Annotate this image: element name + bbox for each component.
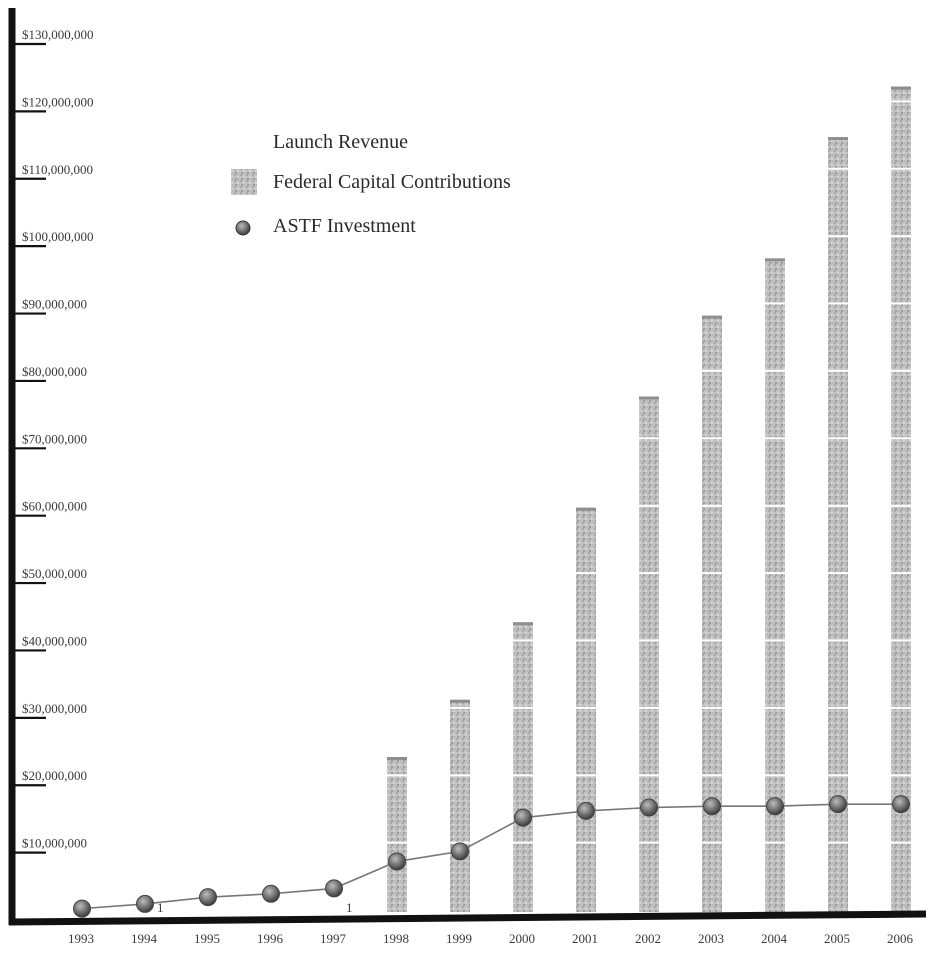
investment-marker-1999	[451, 842, 469, 861]
bar-federal-1998	[387, 757, 407, 912]
x-axis-line	[8, 910, 927, 926]
investment-markers-group	[73, 795, 910, 918]
legend-swatch-astf	[235, 220, 251, 236]
y-tick-label: $50,000,000	[22, 566, 87, 581]
investment-marker-1996	[262, 884, 280, 903]
y-tick-label: $130,000,000	[22, 27, 94, 42]
bar-top-cap	[828, 137, 848, 141]
investment-line-group	[81, 803, 901, 910]
x-tick-label-1999: 1999	[446, 931, 472, 946]
x-tick-label-2000: 2000	[509, 931, 535, 946]
x-tick-label-1994: 1994	[131, 931, 158, 946]
investment-marker-1994	[136, 894, 154, 913]
bar-top-cap	[765, 258, 785, 262]
x-tick-label-1998: 1998	[383, 931, 409, 946]
bar-top-cap	[513, 622, 533, 626]
y-tick-label: $110,000,000	[22, 162, 93, 177]
x-tick-label-2005: 2005	[824, 931, 850, 946]
y-axis-ticks: $10,000,000 $20,000,000 $30,000,000 $40,000…	[12, 27, 94, 854]
y-tick-label: $20,000,000	[22, 768, 87, 783]
investment-marker-2003	[703, 797, 721, 816]
bar-top-cap	[891, 86, 911, 90]
bar-top-cap	[639, 396, 659, 400]
x-tick-label-2004: 2004	[761, 931, 788, 946]
small-label-1994: 1	[157, 900, 164, 915]
legend-title: Launch Revenue	[273, 131, 408, 153]
legend-label-astf: ASTF Investment	[273, 215, 416, 237]
y-tick-label: $30,000,000	[22, 701, 87, 716]
bar-federal-2000	[513, 622, 533, 912]
bar-top-cap	[450, 699, 470, 703]
bar-top-cap	[387, 757, 407, 761]
bar-federal-2003	[702, 315, 722, 913]
bar-federal-1999	[450, 699, 470, 912]
legend-swatch-federal	[231, 169, 257, 195]
bar-federal-2006	[891, 86, 911, 913]
investment-marker-1998	[388, 852, 406, 871]
x-tick-label-1995: 1995	[194, 931, 220, 946]
investment-marker-1993	[73, 899, 91, 918]
y-tick-label: $70,000,000	[22, 431, 87, 446]
bar-federal-2005	[828, 137, 848, 913]
y-tick-label: $10,000,000	[22, 836, 87, 851]
investment-marker-2002	[640, 798, 658, 817]
investment-marker-2000	[514, 808, 532, 827]
investment-marker-2006	[892, 795, 910, 814]
bar-federal-2002	[639, 396, 659, 912]
x-tick-label-1993: 1993	[68, 931, 94, 946]
y-tick-label: $100,000,000	[22, 229, 94, 244]
investment-marker-2005	[829, 795, 847, 814]
y-tick-label: $40,000,000	[22, 633, 87, 648]
bar-federal-2001	[576, 507, 596, 912]
legend: Launch Revenue Federal Capital Contribut…	[231, 131, 511, 237]
bar-top-cap	[576, 507, 596, 511]
investment-marker-2001	[577, 801, 595, 820]
y-tick-label: $60,000,000	[22, 499, 87, 514]
y-tick-label: $90,000,000	[22, 297, 87, 312]
bar-federal-2004	[765, 258, 785, 912]
legend-label-federal: Federal Capital Contributions	[273, 171, 511, 193]
investment-line	[81, 803, 901, 910]
y-tick-label: $120,000,000	[22, 94, 94, 109]
x-tick-label-2001: 2001	[572, 931, 598, 946]
x-tick-label-1997: 1997	[320, 931, 347, 946]
investment-marker-2004	[766, 797, 784, 816]
y-tick-label: $80,000,000	[22, 364, 87, 379]
x-tick-label-2003: 2003	[698, 931, 724, 946]
x-tick-label-2002: 2002	[635, 931, 661, 946]
bar-top-cap	[702, 315, 722, 319]
small-label-1997: 1	[346, 900, 353, 915]
investment-marker-1997	[325, 879, 343, 898]
x-axis-labels: 1993 1994 1995 1996 1997 1998 1999 2000 2001 2002…	[68, 931, 914, 946]
bars-group	[387, 86, 911, 913]
x-tick-label-2006: 2006	[887, 931, 914, 946]
x-tick-label-1996: 1996	[257, 931, 284, 946]
investment-marker-1995	[199, 888, 217, 907]
